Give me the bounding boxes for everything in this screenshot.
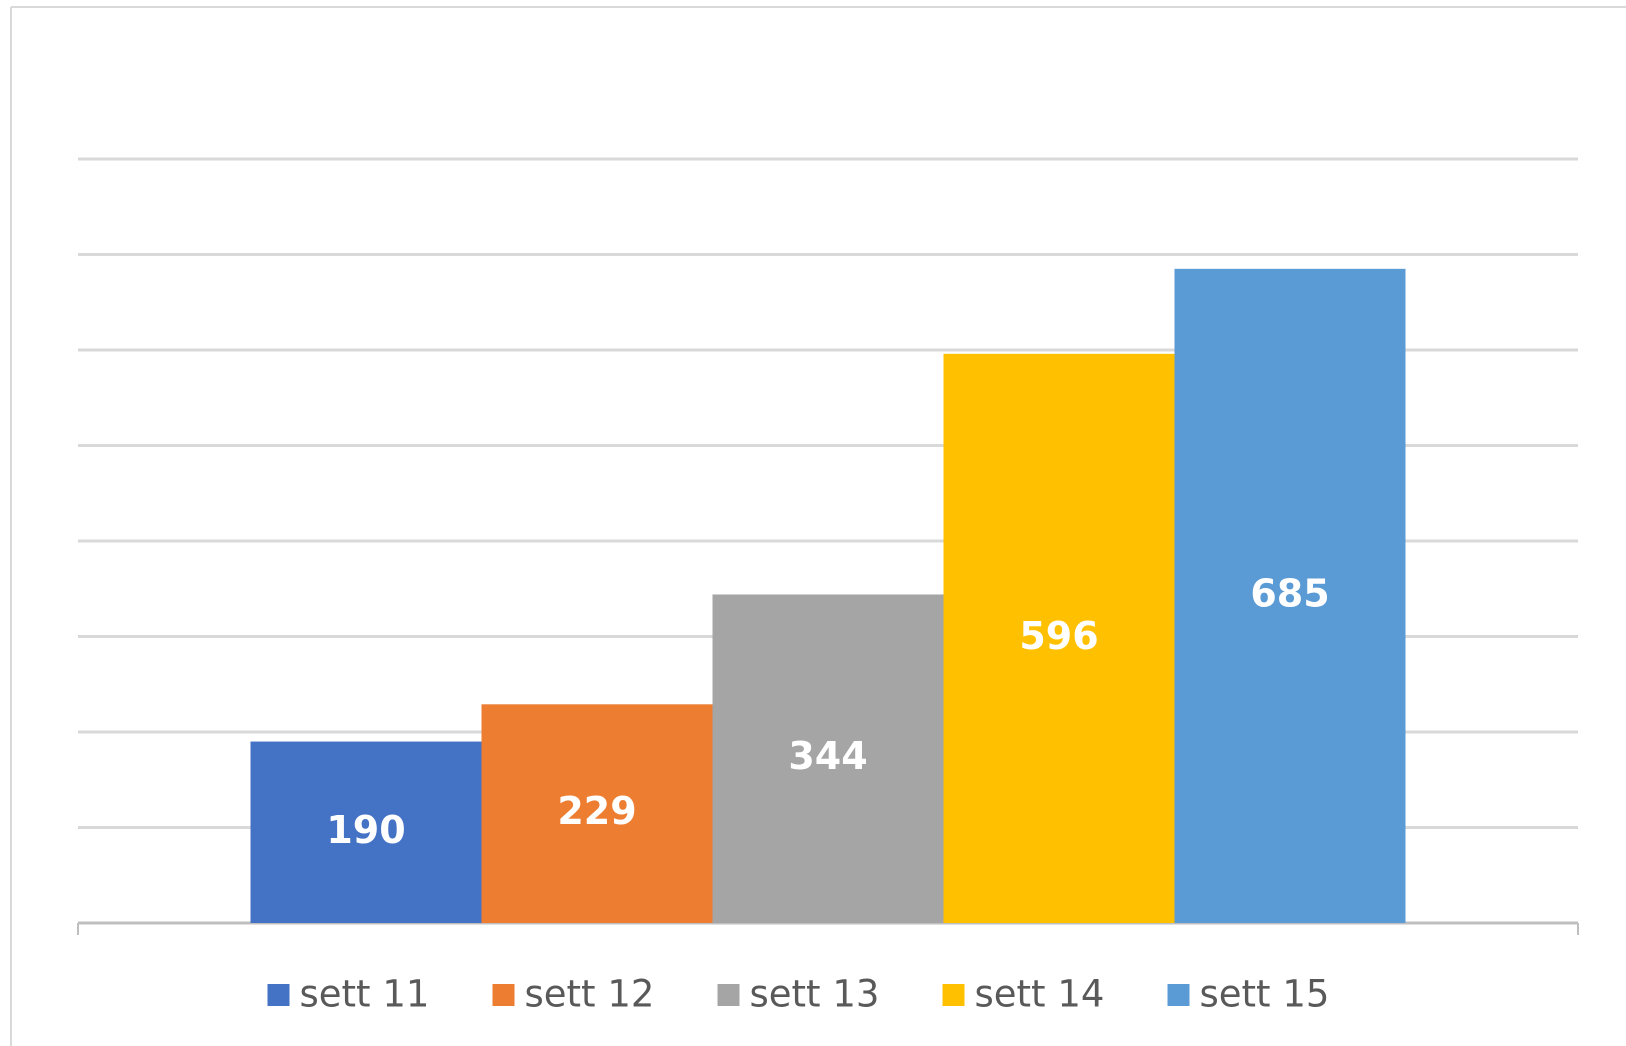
legend-swatch — [717, 984, 740, 1006]
bar — [250, 741, 482, 923]
value-label: 190 — [326, 808, 405, 852]
value-label: 344 — [788, 734, 867, 778]
bar — [712, 594, 944, 923]
legend-text: sett 11 — [300, 973, 430, 1016]
bar — [481, 704, 713, 923]
legend-text: sett 14 — [975, 973, 1105, 1016]
legend-text: sett 12 — [525, 973, 655, 1016]
legend-text: sett 13 — [750, 973, 880, 1016]
legend-swatch — [1167, 984, 1190, 1006]
value-label: 596 — [1019, 614, 1098, 658]
legend-swatch — [267, 984, 290, 1006]
value-label: 229 — [557, 789, 636, 833]
bar — [1174, 268, 1406, 923]
legend-swatch — [942, 984, 965, 1006]
legend-text: sett 15 — [1200, 973, 1330, 1016]
value-label: 685 — [1250, 571, 1329, 615]
legend-swatch — [492, 984, 515, 1006]
bar — [943, 353, 1175, 923]
